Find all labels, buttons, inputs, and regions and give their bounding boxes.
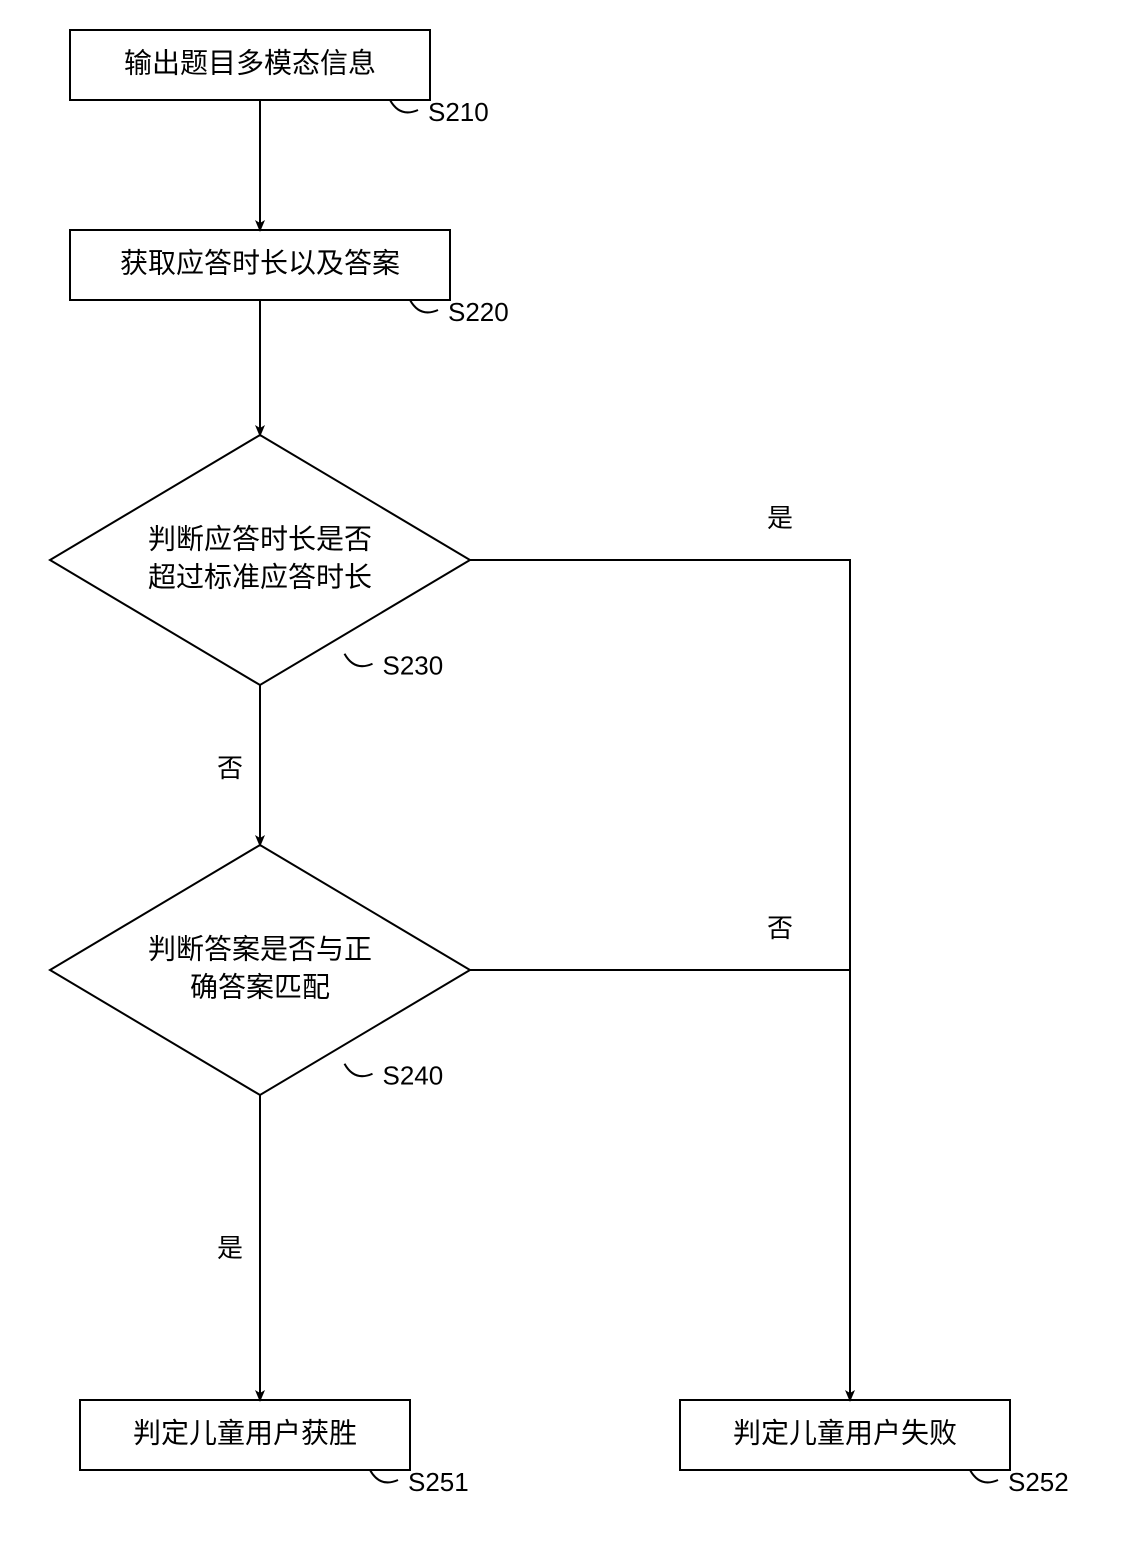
flow-node-text-d1: 判断应答时长是否 [148, 523, 372, 554]
callout-r1: S251 [408, 1467, 469, 1497]
callout-n2: S220 [448, 297, 509, 327]
flow-node-text-r1: 判定儿童用户获胜 [133, 1417, 357, 1448]
callout-d2: S240 [383, 1061, 444, 1091]
flow-edge-label-3: 是 [767, 503, 793, 533]
callout-mark [370, 1470, 398, 1482]
callout-r2: S252 [1008, 1467, 1069, 1497]
callout-mark [410, 300, 438, 312]
flow-node-text-d2: 确答案匹配 [190, 971, 330, 1002]
callout-mark [390, 100, 418, 112]
flow-node-d2 [50, 845, 470, 1095]
callout-mark [970, 1470, 998, 1482]
flow-edge-3 [470, 560, 850, 1400]
flow-node-text-d2: 判断答案是否与正 [148, 933, 372, 964]
flow-edge-label-4: 是 [217, 1233, 243, 1263]
callout-n1: S210 [428, 97, 489, 127]
flow-node-text-r2: 判定儿童用户失败 [733, 1417, 957, 1448]
flow-edge-label-2: 否 [217, 753, 243, 783]
flow-node-d1 [50, 435, 470, 685]
callout-d1: S230 [383, 651, 444, 681]
callout-mark [345, 1064, 373, 1076]
flowchart-canvas: 输出题目多模态信息 S210 获取应答时长以及答案 S220 判断应答时长是否超过标准应… [0, 0, 1126, 1543]
flow-node-text-d1: 超过标准应答时长 [148, 561, 372, 592]
flow-edge-label-5: 否 [767, 913, 793, 943]
callout-mark [345, 654, 373, 666]
flow-node-text-n1: 输出题目多模态信息 [124, 47, 376, 78]
flow-node-text-n2: 获取应答时长以及答案 [120, 247, 400, 278]
